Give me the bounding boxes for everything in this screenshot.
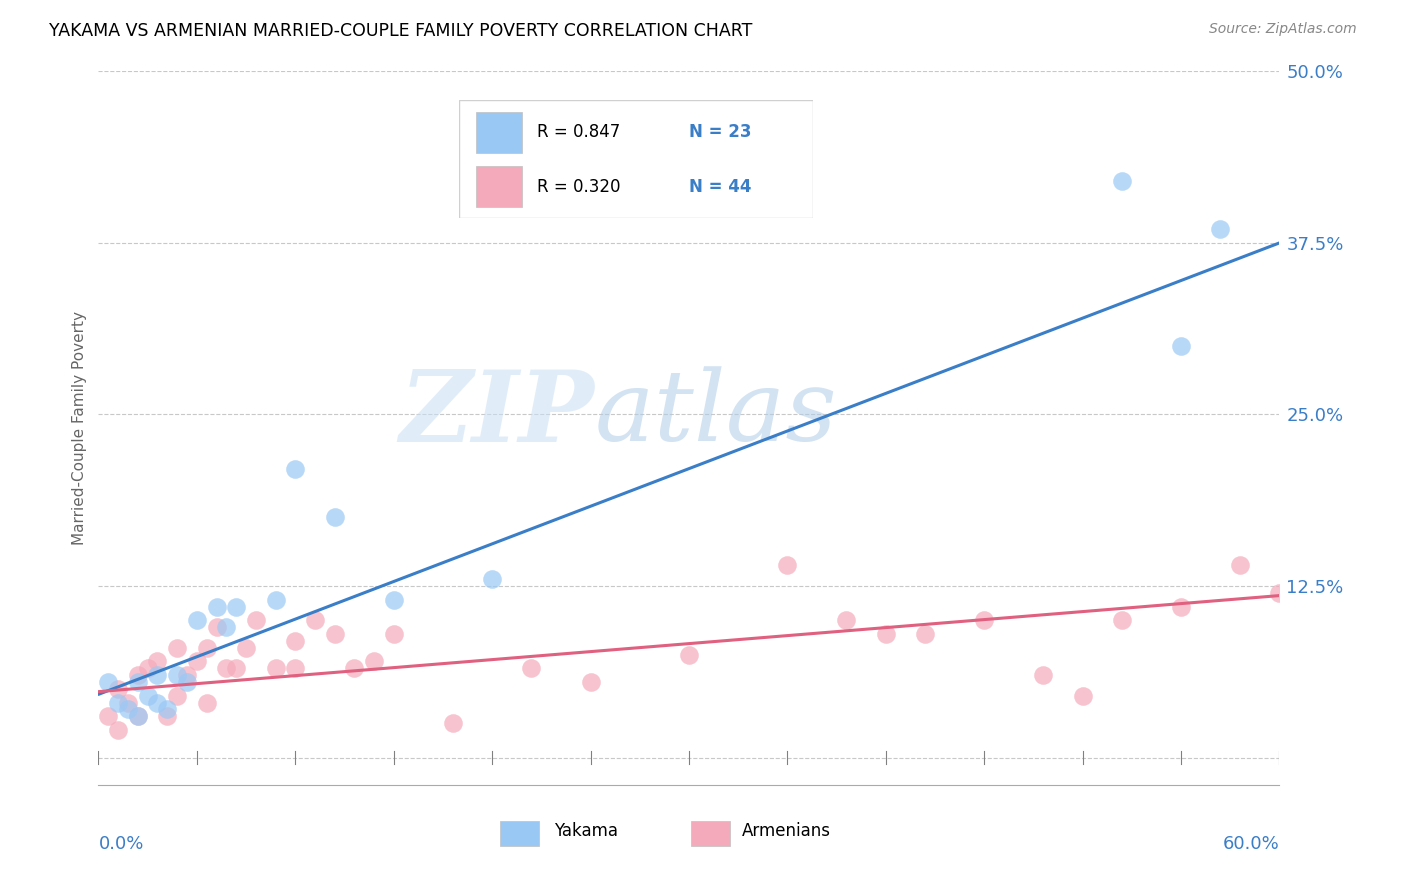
Text: 60.0%: 60.0% bbox=[1223, 835, 1279, 853]
Point bbox=[284, 462, 307, 476]
Point bbox=[1229, 558, 1251, 573]
Point bbox=[284, 633, 307, 648]
Point bbox=[363, 655, 385, 669]
Point bbox=[284, 661, 307, 675]
Point bbox=[215, 620, 238, 634]
Point bbox=[264, 661, 287, 675]
Point bbox=[245, 613, 267, 627]
Point bbox=[1071, 689, 1094, 703]
Point bbox=[186, 655, 208, 669]
Point bbox=[264, 592, 287, 607]
Point bbox=[97, 675, 120, 690]
Point bbox=[225, 661, 247, 675]
Point bbox=[146, 668, 169, 682]
Point bbox=[1268, 586, 1291, 600]
Point bbox=[382, 592, 405, 607]
Point bbox=[914, 627, 936, 641]
Point bbox=[579, 675, 602, 690]
Point bbox=[195, 640, 218, 655]
Point bbox=[176, 675, 198, 690]
Point bbox=[146, 655, 169, 669]
Point bbox=[166, 640, 188, 655]
Point bbox=[136, 661, 159, 675]
Point bbox=[146, 696, 169, 710]
Point bbox=[1308, 640, 1330, 655]
Point bbox=[441, 716, 464, 731]
Point bbox=[973, 613, 995, 627]
Point bbox=[117, 702, 139, 716]
Point bbox=[1209, 222, 1232, 236]
Point bbox=[875, 627, 897, 641]
Point bbox=[156, 709, 179, 723]
Point bbox=[97, 709, 120, 723]
Text: atlas: atlas bbox=[595, 367, 837, 461]
Point bbox=[127, 709, 149, 723]
Point bbox=[195, 696, 218, 710]
Point bbox=[176, 668, 198, 682]
Point bbox=[323, 627, 346, 641]
Point bbox=[156, 702, 179, 716]
Point bbox=[678, 648, 700, 662]
Point bbox=[127, 668, 149, 682]
Point bbox=[520, 661, 543, 675]
Text: 0.0%: 0.0% bbox=[98, 835, 143, 853]
Point bbox=[127, 709, 149, 723]
Point bbox=[127, 675, 149, 690]
Text: Source: ZipAtlas.com: Source: ZipAtlas.com bbox=[1209, 22, 1357, 37]
Point bbox=[1032, 668, 1054, 682]
Point bbox=[205, 620, 228, 634]
Point bbox=[835, 613, 858, 627]
Point bbox=[481, 572, 503, 586]
Point bbox=[186, 613, 208, 627]
Y-axis label: Married-Couple Family Poverty: Married-Couple Family Poverty bbox=[72, 311, 87, 545]
Point bbox=[776, 558, 799, 573]
Point bbox=[1111, 174, 1133, 188]
Point bbox=[166, 689, 188, 703]
Text: YAKAMA VS ARMENIAN MARRIED-COUPLE FAMILY POVERTY CORRELATION CHART: YAKAMA VS ARMENIAN MARRIED-COUPLE FAMILY… bbox=[49, 22, 752, 40]
Text: ZIP: ZIP bbox=[399, 366, 595, 462]
Point bbox=[304, 613, 326, 627]
Point bbox=[205, 599, 228, 614]
Point bbox=[117, 696, 139, 710]
Point bbox=[107, 723, 129, 737]
Point bbox=[343, 661, 366, 675]
Point bbox=[1170, 339, 1192, 353]
Point bbox=[215, 661, 238, 675]
Point bbox=[107, 681, 129, 696]
Point bbox=[382, 627, 405, 641]
Point bbox=[1111, 613, 1133, 627]
Point bbox=[1170, 599, 1192, 614]
Point bbox=[323, 510, 346, 524]
Point bbox=[235, 640, 257, 655]
Point bbox=[107, 696, 129, 710]
Point bbox=[166, 668, 188, 682]
Point bbox=[136, 689, 159, 703]
Point bbox=[225, 599, 247, 614]
